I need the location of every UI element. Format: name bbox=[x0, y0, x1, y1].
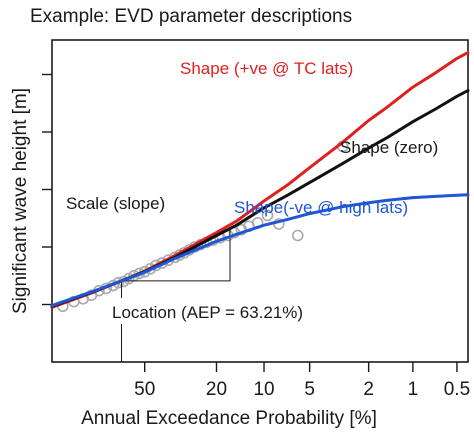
x-tick-label: 0.5 bbox=[444, 379, 470, 400]
location-label-bg bbox=[108, 298, 354, 324]
x-tick-label: 2 bbox=[363, 379, 374, 400]
plot-area: 50 20 10 5 2 1 0.5 bbox=[42, 39, 470, 400]
series-lines bbox=[50, 51, 470, 309]
plot-frame bbox=[51, 39, 469, 363]
annotation-shape-positive: Shape (+ve @ TC lats) bbox=[180, 59, 353, 78]
y-axis-label: Significant wave height [m] bbox=[10, 88, 31, 314]
chart-title: Example: EVD parameter descriptions bbox=[30, 6, 352, 27]
x-tick-label: 1 bbox=[408, 379, 419, 400]
x-tick-label: 50 bbox=[134, 379, 155, 400]
x-tick-label: 10 bbox=[253, 379, 274, 400]
observation-points bbox=[57, 140, 349, 313]
x-axis-ticks: 50 20 10 5 2 1 0.5 bbox=[134, 362, 470, 400]
observation-point bbox=[261, 209, 274, 222]
annotation-shape-negative: Shape(-ve @ high lats) bbox=[234, 198, 408, 217]
annotation-scale: Scale (slope) bbox=[66, 194, 165, 213]
annotation-guides bbox=[110, 229, 231, 362]
y-axis-ticks bbox=[42, 73, 52, 306]
series-line-2 bbox=[50, 193, 470, 308]
annotation-location: Location (AEP = 63.21%) bbox=[112, 303, 303, 322]
series-line-0 bbox=[50, 51, 470, 309]
observation-point bbox=[291, 229, 304, 242]
annotations: Shape (+ve @ TC lats) Shape (zero) Scale… bbox=[66, 59, 438, 324]
scale-slope-triangle bbox=[121, 229, 231, 282]
x-tick-label: 20 bbox=[206, 379, 227, 400]
annotation-shape-zero: Shape (zero) bbox=[340, 138, 438, 157]
x-axis-label: Annual Exceedance Probability [%] bbox=[81, 408, 377, 429]
x-tick-label: 5 bbox=[304, 379, 315, 400]
